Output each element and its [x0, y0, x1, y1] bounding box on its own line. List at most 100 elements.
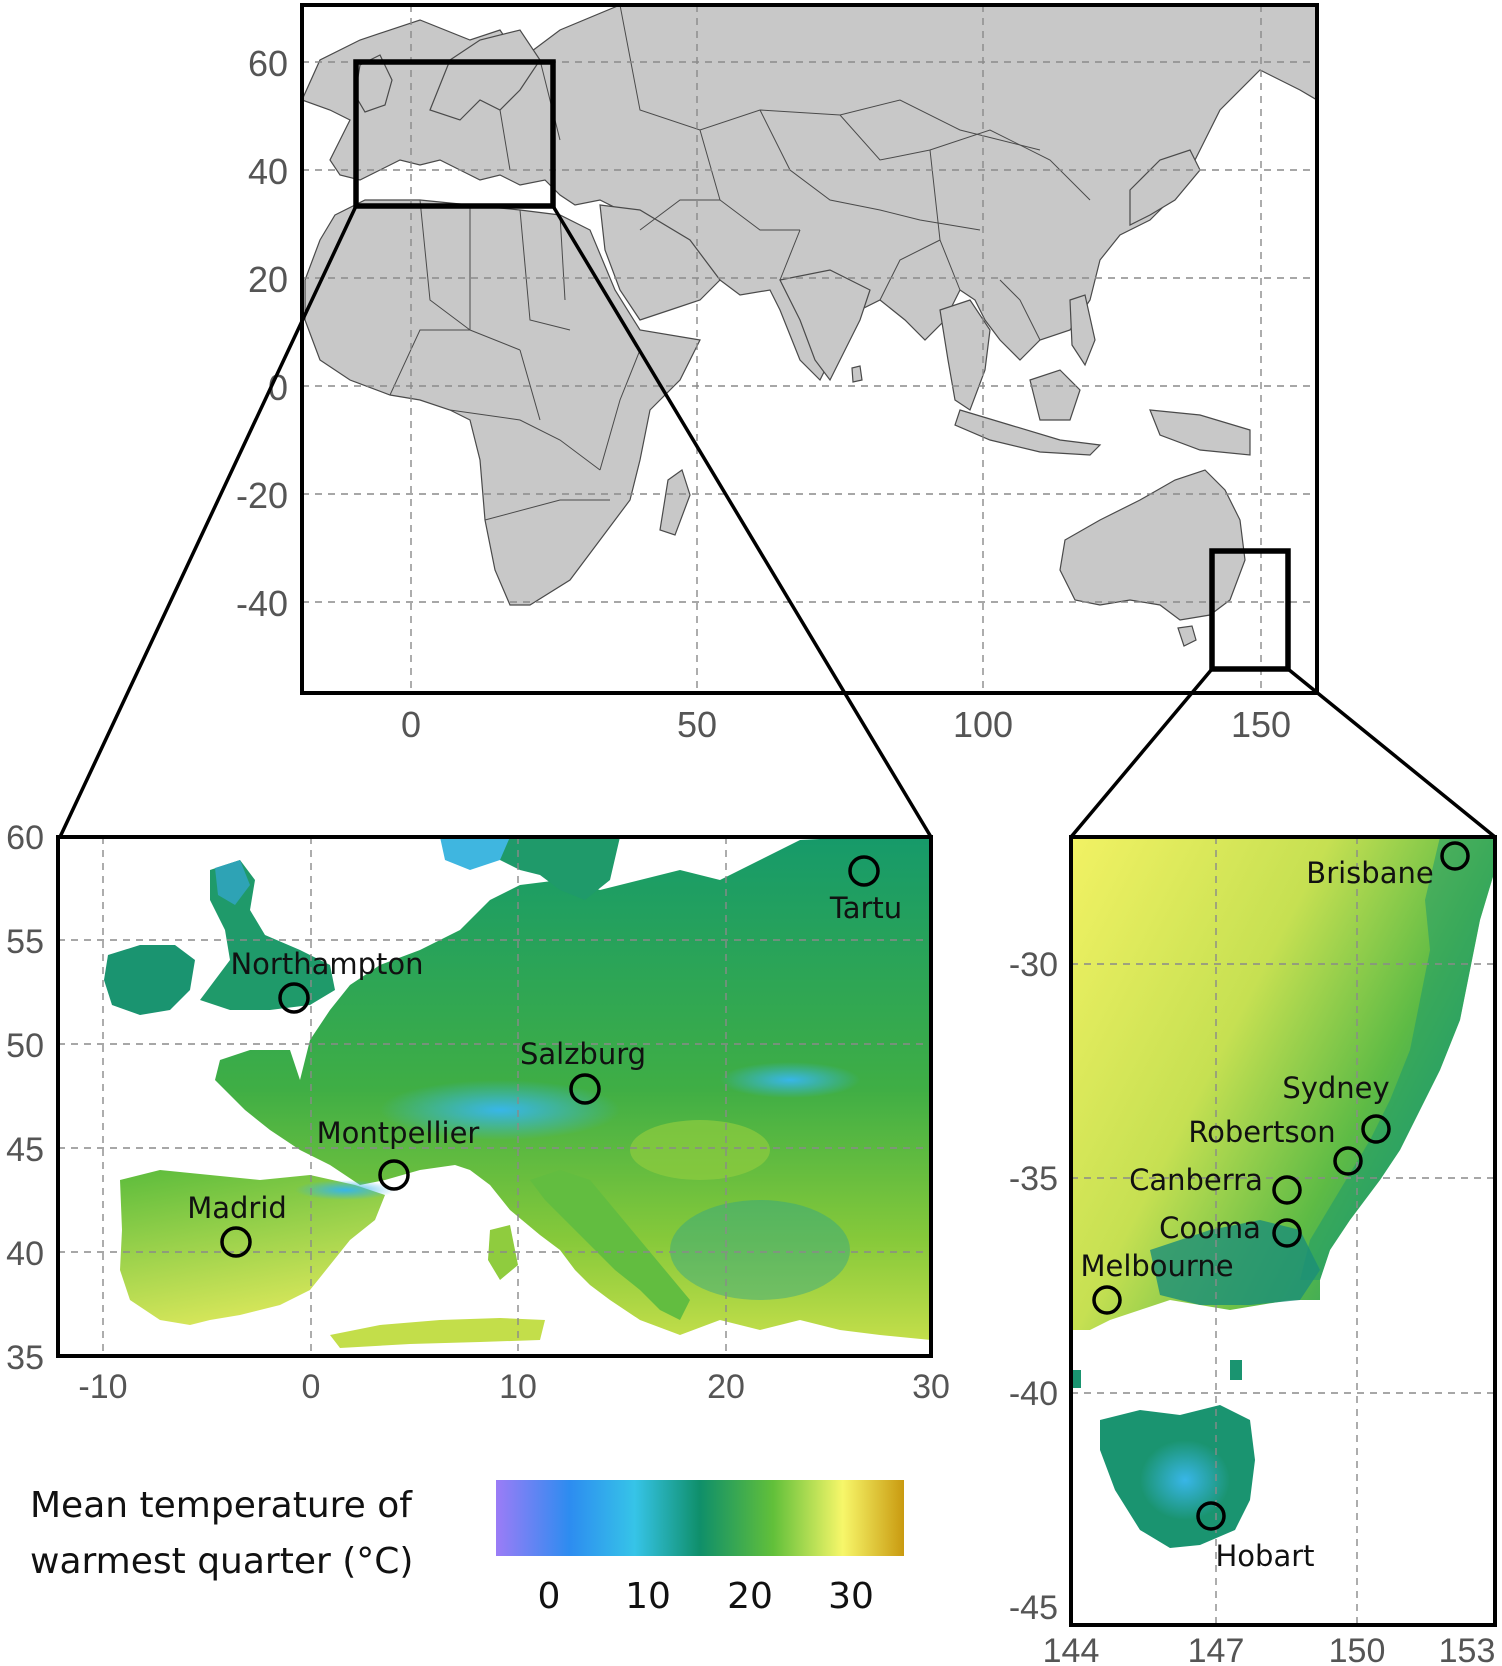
world-grid — [302, 5, 1317, 693]
city-tartu: Tartu — [829, 855, 902, 925]
australia-x-ticks: 144 147 150 153 — [1043, 1632, 1496, 1666]
italy — [530, 1170, 690, 1320]
ireland — [104, 945, 195, 1015]
world-y-tick-minus40: -40 — [236, 583, 288, 624]
europe-y-tick-35: 35 — [6, 1339, 44, 1377]
europe-x-ticks: -10 0 10 20 30 — [78, 1368, 949, 1406]
city-madrid: Madrid — [187, 1191, 287, 1258]
city-marker-brisbane — [1440, 841, 1470, 871]
europe-y-ticks: 60 55 50 45 40 35 — [6, 819, 44, 1377]
legend-title-line1: Mean temperature of — [30, 1485, 413, 1526]
indonesia — [954, 409, 1102, 456]
flinders-island — [1230, 1360, 1242, 1380]
legend-tick-10: 10 — [625, 1576, 671, 1617]
world-y-tick-20: 20 — [248, 259, 288, 300]
city-label-northampton: Northampton — [230, 947, 423, 981]
india — [779, 269, 871, 382]
europe-map: 60 55 50 45 40 35 -10 0 10 20 30 Tartu N… — [6, 819, 950, 1406]
tasmania-highlands — [1140, 1440, 1230, 1520]
australia-y-tick-minus30: -30 — [1009, 946, 1058, 984]
city-label-hobart: Hobart — [1215, 1539, 1314, 1573]
world-land — [302, 5, 1317, 647]
australia-map: -30 -35 -40 -45 144 147 150 153 Brisbane… — [1009, 835, 1497, 1666]
pyrenees — [295, 1180, 395, 1200]
city-marker-northampton — [278, 982, 310, 1014]
balkans — [670, 1200, 850, 1300]
europe-x-tick-30: 30 — [912, 1368, 950, 1406]
zoom-connectors — [58, 205, 1497, 839]
city-label-robertson: Robertson — [1188, 1115, 1335, 1149]
city-label-montpellier: Montpellier — [317, 1116, 480, 1150]
city-label-tartu: Tartu — [829, 891, 902, 925]
world-x-ticks: 0 50 100 150 — [401, 704, 1291, 745]
se-australia — [1071, 837, 1495, 1330]
city-label-salzburg: Salzburg — [520, 1037, 646, 1071]
city-marker-madrid — [220, 1226, 252, 1258]
madagascar — [659, 469, 691, 536]
arabia — [599, 204, 721, 321]
europe-x-tick-0: 0 — [302, 1368, 321, 1406]
australia-y-tick-minus45: -45 — [1009, 1589, 1058, 1627]
europe-y-tick-55: 55 — [6, 923, 44, 961]
city-brisbane: Brisbane — [1306, 841, 1470, 890]
country-borders — [389, 5, 1091, 521]
world-y-tick-40: 40 — [248, 151, 288, 192]
legend-tick-20: 20 — [727, 1576, 773, 1617]
new-guinea — [1149, 409, 1251, 456]
city-northampton: Northampton — [230, 947, 424, 1014]
city-canberra: Canberra — [1129, 1163, 1302, 1205]
europe-inset-box — [353, 59, 556, 209]
pannonian-plain — [630, 1120, 770, 1180]
city-cooma: Cooma — [1159, 1211, 1302, 1248]
city-marker-hobart — [1196, 1501, 1226, 1531]
europe-x-tick-minus10: -10 — [78, 1368, 127, 1406]
europe-x-tick-20: 20 — [707, 1368, 745, 1406]
philippines — [1069, 294, 1096, 367]
australia — [1059, 469, 1246, 621]
australia-grid — [1071, 837, 1495, 1625]
australia-inset-box — [1209, 548, 1291, 672]
city-montpellier: Montpellier — [317, 1116, 480, 1191]
world-y-tick-0: 0 — [268, 367, 288, 408]
world-x-tick-0: 0 — [401, 704, 421, 745]
city-label-melbourne: Melbourne — [1080, 1249, 1233, 1283]
australia-y-tick-minus40: -40 — [1009, 1375, 1058, 1413]
city-marker-tartu — [848, 855, 880, 887]
japan — [1129, 149, 1201, 226]
europe-y-tick-50: 50 — [6, 1027, 44, 1065]
europe-cities: Tartu Northampton Salzburg Montpellier M… — [187, 855, 902, 1258]
australia-x-tick-150: 150 — [1329, 1632, 1386, 1666]
city-marker-robertson — [1333, 1146, 1363, 1176]
australia-y-ticks: -30 -35 -40 -45 — [1009, 946, 1058, 1627]
city-marker-canberra — [1272, 1175, 1302, 1205]
king-island — [1071, 1370, 1081, 1388]
europe-frame — [56, 835, 933, 1358]
city-robertson: Robertson — [1188, 1115, 1363, 1176]
australia-raster — [1071, 837, 1495, 1548]
world-y-ticks: 60 40 20 0 -20 -40 — [236, 43, 288, 624]
legend-tick-0: 0 — [538, 1576, 561, 1617]
australia-y-tick-minus35: -35 — [1009, 1160, 1058, 1198]
world-x-tick-50: 50 — [677, 704, 717, 745]
city-label-canberra: Canberra — [1129, 1163, 1263, 1197]
borneo — [1029, 369, 1081, 421]
europe-y-tick-45: 45 — [6, 1131, 44, 1169]
australia-connector-left — [1069, 667, 1214, 839]
iberia — [120, 1170, 385, 1325]
city-sydney: Sydney — [1282, 1071, 1391, 1144]
legend-colorbar — [496, 1480, 904, 1556]
scandinavia-south — [480, 837, 620, 900]
sri-lanka — [851, 365, 863, 383]
world-frame — [300, 3, 1319, 695]
great-britain-highlands — [215, 860, 250, 905]
north-africa-strip — [330, 1318, 545, 1348]
europe-connector-right — [551, 205, 933, 838]
city-label-brisbane: Brisbane — [1306, 856, 1433, 890]
australia-cities: Brisbane Sydney Robertson Canberra Cooma… — [1080, 841, 1470, 1573]
australia-x-tick-144: 144 — [1043, 1632, 1100, 1666]
city-salzburg: Salzburg — [520, 1037, 646, 1105]
city-hobart: Hobart — [1196, 1501, 1315, 1573]
scandinavia-mountains — [440, 837, 510, 870]
city-label-cooma: Cooma — [1159, 1211, 1261, 1245]
